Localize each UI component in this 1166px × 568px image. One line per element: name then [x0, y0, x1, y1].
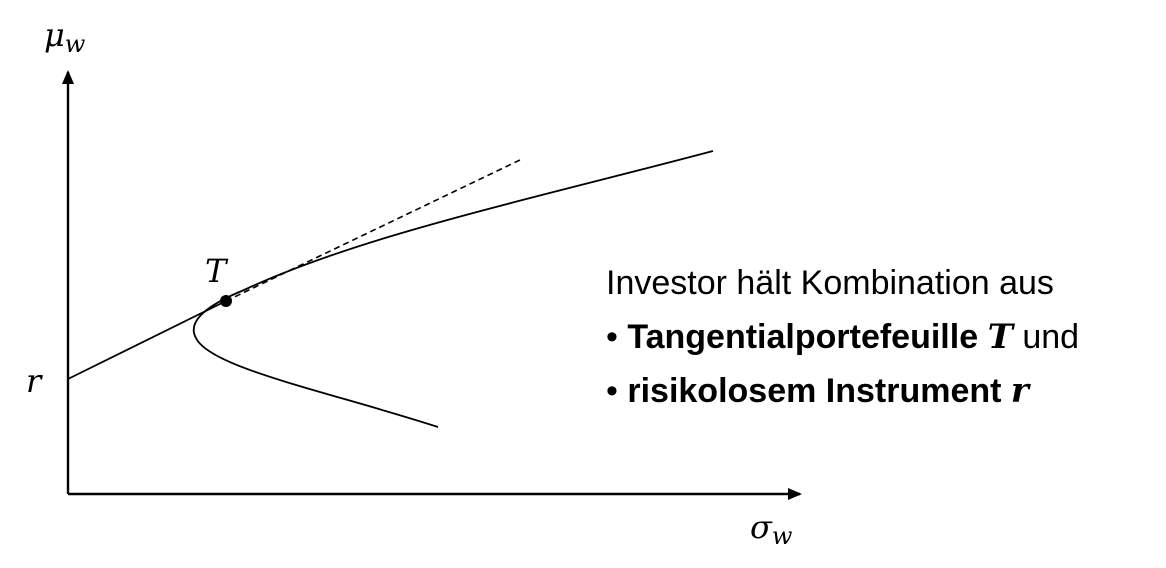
caption-item-risk-free: • risikolosem Instrument r [606, 364, 1156, 418]
capital-market-line [67, 300, 227, 380]
y-axis-label: μw [44, 16, 86, 58]
bullet: • [606, 318, 618, 356]
tangent-portfolio-point [220, 295, 232, 307]
caption-item1-text: Tangentialportefeuille [627, 318, 979, 356]
x-axis-label: σw [750, 508, 793, 550]
caption-intro: Investor hält Kombination aus [606, 264, 1054, 302]
caption: Investor hält Kombination aus • Tangenti… [606, 256, 1156, 418]
caption-item1-rest: und [1022, 318, 1080, 356]
caption-item2-text: risikolosem Instrument [627, 372, 1002, 410]
caption-item-tangent-portfolio: • Tangentialportefeuille T und [606, 310, 1156, 364]
caption-item1-math: T [987, 317, 1013, 357]
risk-free-rate-label: r [26, 362, 43, 400]
caption-item2-math: r [1010, 371, 1029, 411]
tangent-line-extension [225, 158, 523, 302]
bullet: • [606, 372, 618, 410]
tangent-point-label: T [205, 252, 229, 290]
